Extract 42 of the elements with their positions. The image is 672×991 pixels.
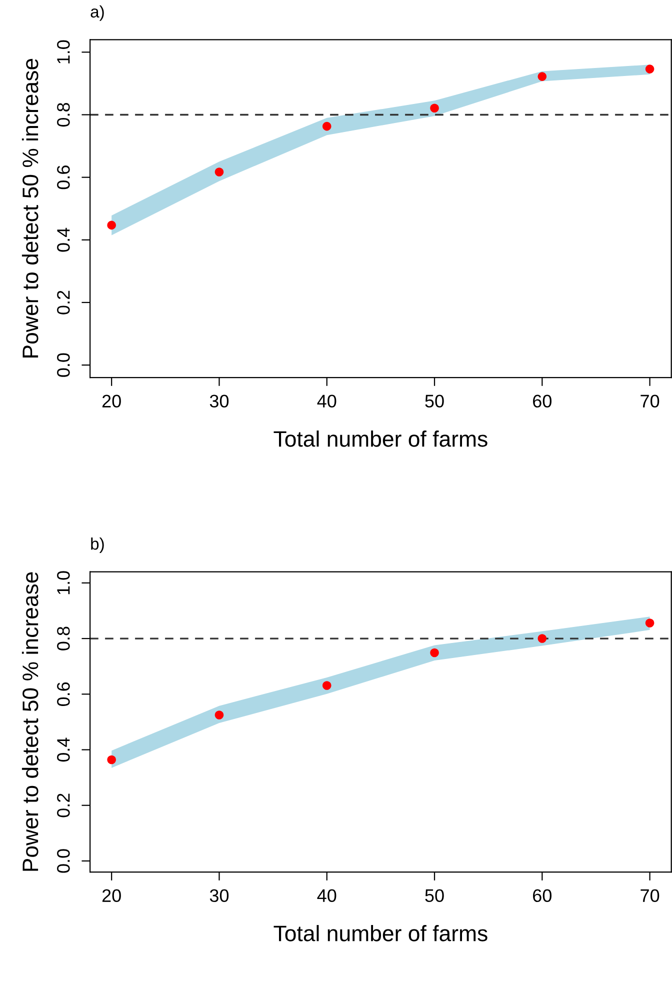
point xyxy=(430,648,439,658)
y-tick-label: 0.8 xyxy=(57,626,70,650)
x-tick-label: 50 xyxy=(425,889,444,902)
x-tick-label: 60 xyxy=(533,889,552,902)
x-tick-label: 50 xyxy=(425,394,444,408)
x-tick-label: 30 xyxy=(210,889,229,902)
point xyxy=(645,64,654,74)
y-tick-label: 0.6 xyxy=(57,166,70,190)
x-tick-label: 70 xyxy=(640,889,660,902)
point xyxy=(322,122,332,131)
x-tick-label: 20 xyxy=(102,889,121,902)
x-axis-title: Total number of farms xyxy=(274,430,488,447)
y-tick-label: 0.4 xyxy=(57,738,70,762)
y-tick-label: 0.6 xyxy=(57,682,70,706)
chart-title: a) xyxy=(90,5,104,21)
y-axis-title: Power to detect 50 % increase xyxy=(22,58,38,358)
x-tick-label: 20 xyxy=(102,394,121,408)
y-tick-label: 0.4 xyxy=(57,228,70,252)
point xyxy=(322,681,332,690)
y-tick-label: 0.2 xyxy=(57,794,70,818)
chart-title: b) xyxy=(91,538,104,554)
x-tick-label: 40 xyxy=(317,889,336,902)
y-tick-label: 1.0 xyxy=(57,571,70,594)
y-tick-label: 0.8 xyxy=(57,102,70,127)
x-axis-title: Total number of farms xyxy=(274,925,488,942)
x-tick-label: 30 xyxy=(210,394,229,408)
y-tick-label: 1.0 xyxy=(57,40,70,64)
point xyxy=(538,634,547,643)
point xyxy=(430,104,439,113)
point xyxy=(214,710,224,720)
point xyxy=(645,618,654,628)
y-axis-title: Power to detect 50 % increase xyxy=(22,572,38,871)
x-tick-label: 40 xyxy=(317,394,336,408)
point xyxy=(107,220,116,230)
y-tick-label: 0.0 xyxy=(57,849,70,873)
x-tick-label: 60 xyxy=(533,394,552,408)
point xyxy=(214,168,224,176)
y-tick-label: 0.2 xyxy=(57,290,70,314)
point xyxy=(107,755,116,764)
y-tick-label: 0.0 xyxy=(57,353,70,377)
x-tick-label: 70 xyxy=(640,394,660,408)
point xyxy=(538,72,547,81)
